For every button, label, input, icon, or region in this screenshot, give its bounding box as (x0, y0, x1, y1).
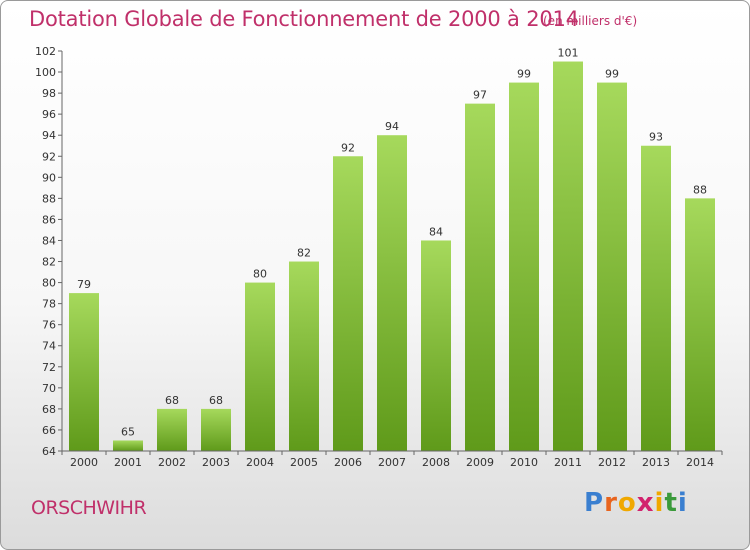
data-label: 65 (121, 425, 135, 438)
y-tick-label: 64 (42, 445, 56, 458)
y-tick-label: 96 (42, 108, 56, 121)
y-tick-label: 90 (42, 171, 56, 184)
y-tick-label: 68 (42, 403, 56, 416)
y-tick-label: 82 (42, 256, 56, 269)
data-label: 99 (517, 68, 531, 81)
x-tick-label: 2001 (114, 456, 142, 469)
y-tick-label: 88 (42, 192, 56, 205)
logo-letter: o (617, 488, 637, 518)
data-label: 92 (341, 141, 355, 154)
x-tick-label: 2011 (554, 456, 582, 469)
data-label: 101 (558, 47, 579, 60)
bar (157, 408, 187, 451)
y-tick-label: 78 (42, 298, 56, 311)
bar (69, 293, 99, 451)
logo-letter: i (654, 488, 665, 518)
y-tick-label: 72 (42, 361, 56, 374)
data-label: 94 (385, 120, 399, 133)
bar (509, 82, 539, 451)
bar (245, 282, 275, 451)
logo-letter: x (636, 488, 655, 518)
y-tick-label: 100 (35, 66, 56, 79)
x-tick-label: 2013 (642, 456, 670, 469)
data-label: 88 (693, 183, 707, 196)
bar (289, 261, 319, 451)
y-tick-label: 94 (42, 129, 56, 142)
y-tick-label: 84 (42, 234, 56, 247)
x-tick-label: 2004 (246, 456, 274, 469)
logo-letter: r (604, 488, 618, 518)
data-label: 68 (165, 394, 179, 407)
data-label: 80 (253, 268, 267, 281)
x-tick-label: 2008 (422, 456, 450, 469)
logo-letter: t (664, 488, 678, 518)
y-tick-label: 80 (42, 277, 56, 290)
bar (201, 408, 231, 451)
bar (421, 240, 451, 451)
y-tick-label: 86 (42, 213, 56, 226)
data-label: 68 (209, 394, 223, 407)
proxiti-logo: Proxiti (584, 488, 688, 518)
bar (113, 440, 143, 451)
bar (685, 198, 715, 451)
y-tick-label: 92 (42, 150, 56, 163)
commune-name: ORSCHWIHR (31, 497, 147, 519)
x-tick-label: 2003 (202, 456, 230, 469)
x-tick-label: 2010 (510, 456, 538, 469)
y-tick-label: 66 (42, 424, 56, 437)
y-tick-label: 70 (42, 382, 56, 395)
x-tick-label: 2007 (378, 456, 406, 469)
chart-title: Dotation Globale de Fonctionnement de 20… (29, 7, 579, 31)
data-label: 99 (605, 68, 619, 81)
bar (465, 103, 495, 451)
y-tick-label: 102 (35, 45, 56, 58)
bar (553, 61, 583, 452)
y-tick-label: 76 (42, 319, 56, 332)
bar (333, 156, 363, 451)
y-tick-label: 74 (42, 340, 56, 353)
x-tick-label: 2012 (598, 456, 626, 469)
data-label: 79 (77, 278, 91, 291)
x-tick-label: 2000 (70, 456, 98, 469)
bar (597, 82, 627, 451)
x-tick-label: 2006 (334, 456, 362, 469)
data-label: 82 (297, 247, 311, 260)
data-label: 84 (429, 225, 443, 238)
x-tick-label: 2009 (466, 456, 494, 469)
x-tick-label: 2002 (158, 456, 186, 469)
x-tick-label: 2005 (290, 456, 318, 469)
y-tick-label: 98 (42, 87, 56, 100)
logo-letter: P (584, 488, 605, 518)
bar (641, 145, 671, 451)
bar (377, 135, 407, 452)
logo-letter: i (677, 488, 688, 518)
data-label: 97 (473, 89, 487, 102)
chart-subtitle: (en milliers d'€) (543, 14, 638, 28)
x-tick-label: 2014 (686, 456, 714, 469)
data-label: 93 (649, 131, 663, 144)
